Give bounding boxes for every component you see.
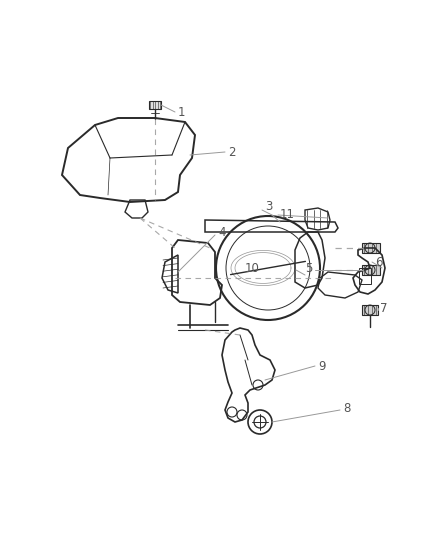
Bar [362,265,380,275]
Bar [149,101,161,109]
Text: 6: 6 [375,255,382,269]
Text: 9: 9 [318,359,325,373]
Bar [362,305,378,315]
Text: 7: 7 [380,302,388,314]
Text: 3: 3 [265,200,272,214]
Text: 10: 10 [245,262,260,274]
Text: 4: 4 [218,225,226,238]
Text: 5: 5 [306,262,313,274]
Bar [359,268,371,284]
Bar [362,243,380,253]
Text: 11: 11 [280,208,295,222]
Text: 1: 1 [178,106,186,118]
Text: 8: 8 [343,401,350,415]
Text: 2: 2 [228,146,236,158]
